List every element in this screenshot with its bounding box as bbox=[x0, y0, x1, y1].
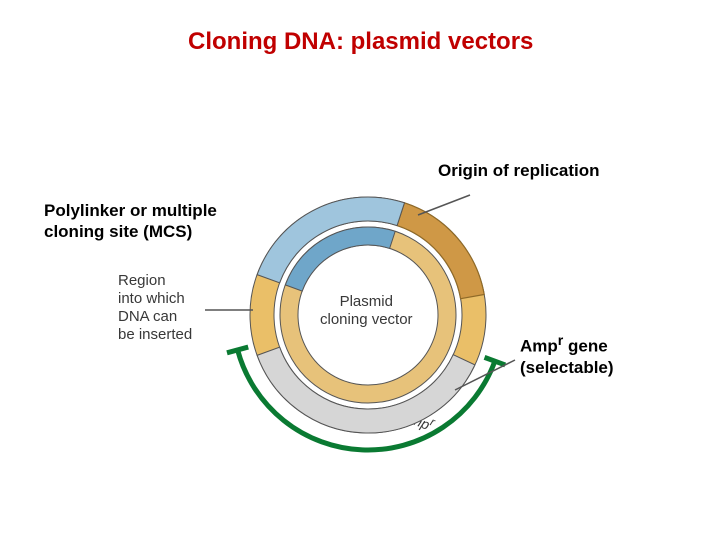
mcs-bracket-cap bbox=[227, 347, 248, 353]
plasmid-diagram bbox=[0, 0, 720, 540]
leader-ori bbox=[418, 195, 470, 215]
mcs-bracket-cap bbox=[485, 357, 506, 365]
